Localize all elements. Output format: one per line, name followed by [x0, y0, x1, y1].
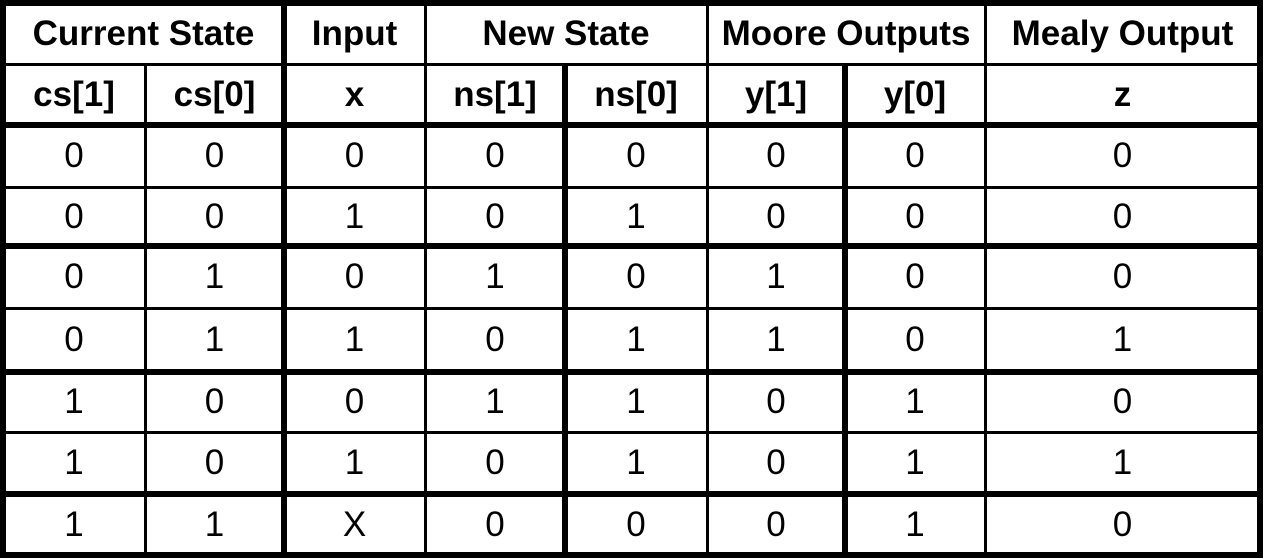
table-cell: 1 [766, 320, 786, 359]
table-cell: 0 [626, 504, 646, 544]
table-cell: 0 [485, 504, 505, 544]
column-header-y-1: y[1] [744, 74, 808, 114]
table-cell: 0 [485, 136, 505, 175]
table-cell: 0 [905, 320, 925, 359]
column-header-cs-1: cs[1] [33, 74, 115, 114]
table-cell: 0 [766, 443, 786, 482]
grid-line-vertical [842, 62, 848, 558]
table-cell: 0 [204, 382, 225, 421]
table-cell: 0 [344, 136, 365, 175]
grid-line-vertical [705, 0, 709, 558]
table-cell: 1 [626, 382, 646, 421]
table-cell: 0 [485, 443, 505, 482]
table-cell: 0 [64, 136, 84, 175]
table-cell: 1 [204, 320, 225, 359]
table-cell: 0 [204, 443, 225, 482]
grid-line-horizontal [0, 430, 1263, 434]
table-cell: 1 [1112, 443, 1133, 482]
table-cell: 1 [204, 504, 225, 544]
table-cell: 1 [766, 257, 786, 296]
table-cell: 0 [1112, 136, 1133, 175]
grid-line-vertical [281, 0, 287, 558]
grid-line-horizontal [0, 369, 1263, 375]
group-header-mealy-output: Mealy Output [1011, 13, 1234, 53]
table-cell: 1 [485, 257, 505, 296]
grid-line-horizontal [0, 0, 1263, 6]
table-cell: 0 [626, 257, 646, 296]
table-cell: 1 [485, 382, 505, 421]
table-cell: 0 [1112, 382, 1133, 421]
table-cell: 0 [766, 504, 786, 544]
table-cell: 1 [64, 382, 84, 421]
table-cell: 0 [485, 196, 505, 236]
group-header-current-state: Current State [32, 13, 255, 53]
column-header-y-0: y[0] [883, 74, 947, 114]
table-cell: 1 [344, 196, 365, 236]
grid-line-horizontal [0, 306, 1263, 310]
table-cell: 1 [204, 257, 225, 296]
column-header-z: z [1113, 74, 1132, 114]
grid-line-horizontal [0, 122, 1263, 128]
table-cell: 0 [766, 196, 786, 236]
table-cell: 0 [1112, 504, 1133, 544]
table-cell: 0 [766, 136, 786, 175]
table-cell: 1 [344, 443, 365, 482]
grid-line-vertical [0, 0, 6, 558]
group-header-moore-outputs: Moore Outputs [721, 13, 971, 53]
table-cell: 0 [1112, 196, 1133, 236]
table-cell: 1 [905, 382, 925, 421]
column-header-ns-1: ns[1] [453, 74, 537, 114]
table-cell: 0 [204, 196, 225, 236]
group-header-new-state: New State [482, 13, 650, 53]
grid-line-vertical [562, 62, 568, 558]
column-header-ns-0: ns[0] [594, 74, 678, 114]
table-cell: 0 [204, 136, 225, 175]
table-cell: 1 [905, 443, 925, 482]
column-header-cs-0: cs[0] [173, 74, 256, 114]
table-cell: 0 [344, 257, 365, 296]
grid-line-vertical [423, 0, 427, 558]
table-cell: 1 [344, 320, 365, 359]
grid-line-horizontal [0, 552, 1263, 558]
grid-line-vertical [983, 0, 987, 558]
table-cell: 1 [626, 196, 646, 236]
table-cell: 1 [626, 443, 646, 482]
table-cell: 0 [905, 257, 925, 296]
table-cell: 0 [626, 136, 646, 175]
table-cell: 0 [64, 196, 84, 236]
table-cell: 1 [905, 504, 925, 544]
grid-line-horizontal [0, 243, 1263, 249]
table-cell: 0 [64, 320, 84, 359]
column-header-x: x [344, 74, 365, 114]
grid-line-horizontal [0, 185, 1263, 189]
grid-line-vertical [143, 62, 147, 558]
table-cell: 1 [64, 504, 84, 544]
table-cell: 1 [1112, 320, 1133, 359]
table-cell: 0 [1112, 257, 1133, 296]
group-header-input: Input [311, 13, 398, 53]
table-cell: 0 [485, 320, 505, 359]
table-cell: 1 [64, 443, 84, 482]
table-cell: 0 [64, 257, 84, 296]
table-cell: X [342, 504, 367, 544]
table-cell: 1 [626, 320, 646, 359]
grid-line-vertical [1257, 0, 1263, 558]
table-cell: 0 [905, 136, 925, 175]
grid-line-horizontal [0, 62, 1263, 66]
grid-line-horizontal [0, 491, 1263, 497]
table-cell: 0 [905, 196, 925, 236]
table-cell: 0 [344, 382, 365, 421]
table-cell: 0 [766, 382, 786, 421]
